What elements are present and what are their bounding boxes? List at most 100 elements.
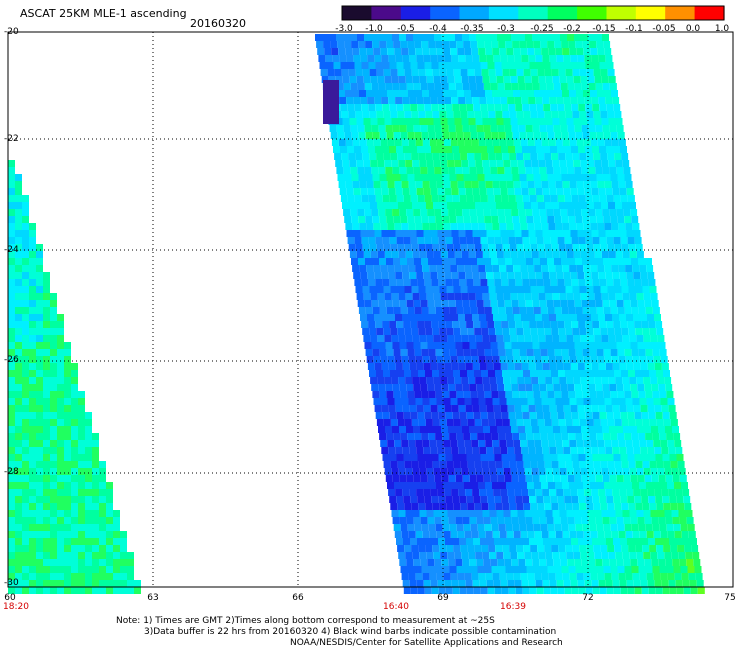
- swath-pixel: [631, 216, 639, 223]
- swath-pixel: [376, 69, 384, 76]
- swath-pixel: [371, 209, 379, 216]
- swath-pixel: [599, 237, 607, 244]
- swath-pixel: [488, 461, 496, 468]
- swath-pixel: [563, 97, 571, 104]
- swath-pixel: [425, 545, 433, 552]
- swath-pixel: [113, 552, 120, 559]
- swath-pixel: [373, 139, 381, 146]
- swath-pixel: [660, 356, 668, 363]
- swath-pixel: [573, 160, 581, 167]
- swath-pixel: [609, 209, 617, 216]
- swath-pixel: [410, 454, 418, 461]
- swath-pixel: [478, 398, 486, 405]
- swath-pixel: [626, 363, 634, 370]
- swath-pixel: [43, 524, 50, 531]
- swath-pixel: [626, 314, 633, 321]
- swath-pixel: [402, 314, 409, 321]
- swath-pixel: [527, 223, 535, 230]
- swath-pixel: [640, 447, 648, 454]
- swath-pixel: [22, 475, 29, 482]
- swath-pixel: [577, 314, 584, 321]
- swath-pixel: [120, 552, 127, 559]
- swath-pixel: [464, 90, 471, 97]
- swath-pixel: [29, 454, 36, 461]
- swath-pixel: [668, 580, 676, 587]
- swath-pixel: [615, 377, 623, 384]
- swath-pixel: [29, 342, 36, 349]
- swath-pixel: [429, 181, 437, 188]
- swath-pixel: [457, 90, 464, 97]
- swath-pixel: [412, 510, 420, 517]
- swath-pixel: [50, 531, 57, 538]
- swath-pixel: [559, 293, 567, 300]
- swath-pixel: [382, 62, 390, 69]
- swath-pixel: [551, 153, 559, 160]
- swath-pixel: [456, 307, 464, 314]
- swath-pixel: [433, 510, 441, 517]
- swath-pixel: [71, 552, 78, 559]
- swath-pixel: [539, 384, 547, 391]
- swath-pixel: [573, 377, 581, 384]
- swath-pixel: [391, 293, 399, 300]
- swath-pixel: [29, 566, 36, 573]
- swath-pixel: [447, 377, 455, 384]
- swath-pixel: [430, 405, 438, 412]
- swath-pixel: [57, 545, 64, 552]
- swath-pixel: [382, 279, 390, 286]
- swath-pixel: [421, 41, 429, 48]
- swath-pixel: [558, 286, 566, 293]
- colorbar-label: -0.3: [497, 24, 515, 34]
- swath-pixel: [434, 517, 442, 524]
- swath-pixel: [414, 174, 422, 181]
- swath-pixel: [337, 132, 345, 139]
- swath-pixel: [446, 545, 454, 552]
- swath-pixel: [423, 97, 431, 104]
- swath-pixel: [553, 342, 561, 349]
- swath-pixel: [451, 580, 459, 587]
- swath-pixel: [488, 111, 496, 118]
- swath-pixel: [471, 48, 479, 55]
- swath-pixel: [451, 230, 459, 237]
- swath-pixel: [540, 132, 548, 139]
- swath-pixel: [470, 216, 478, 223]
- swath-pixel: [582, 433, 590, 440]
- swath-pixel: [528, 272, 536, 279]
- swath-pixel: [464, 398, 472, 405]
- swath-pixel: [414, 391, 422, 398]
- swath-pixel: [503, 160, 511, 167]
- swath-pixel: [612, 230, 620, 237]
- swath-pixel: [350, 83, 358, 90]
- swath-pixel: [536, 538, 543, 545]
- swath-pixel: [590, 223, 598, 230]
- swath-pixel: [15, 517, 22, 524]
- swath-pixel: [485, 223, 493, 230]
- swath-pixel: [387, 181, 395, 188]
- swath-pixel: [36, 552, 43, 559]
- swath-pixel: [22, 321, 29, 328]
- swath-pixel: [457, 573, 465, 580]
- swath-pixel: [514, 55, 522, 62]
- swath-pixel: [8, 223, 15, 230]
- swath-pixel: [414, 433, 422, 440]
- swath-pixel: [78, 538, 85, 545]
- swath-pixel: [519, 258, 526, 265]
- swath-pixel: [15, 496, 22, 503]
- swath-pixel: [71, 433, 78, 440]
- swath-pixel: [506, 398, 514, 405]
- swath-pixel: [550, 587, 558, 594]
- swath-pixel: [43, 531, 50, 538]
- swath-pixel: [29, 496, 36, 503]
- swath-pixel: [391, 160, 399, 167]
- swath-pixel: [359, 48, 367, 55]
- swath-pixel: [422, 482, 429, 489]
- swath-pixel: [513, 48, 521, 55]
- swath-pixel: [99, 510, 106, 517]
- swath-pixel: [404, 153, 412, 160]
- swath-pixel: [466, 237, 474, 244]
- swath-pixel: [524, 468, 532, 475]
- swath-pixel: [533, 566, 541, 573]
- swath-pixel: [386, 132, 394, 139]
- swath-pixel: [390, 153, 398, 160]
- swath-pixel: [416, 272, 424, 279]
- swath-pixel: [659, 524, 667, 531]
